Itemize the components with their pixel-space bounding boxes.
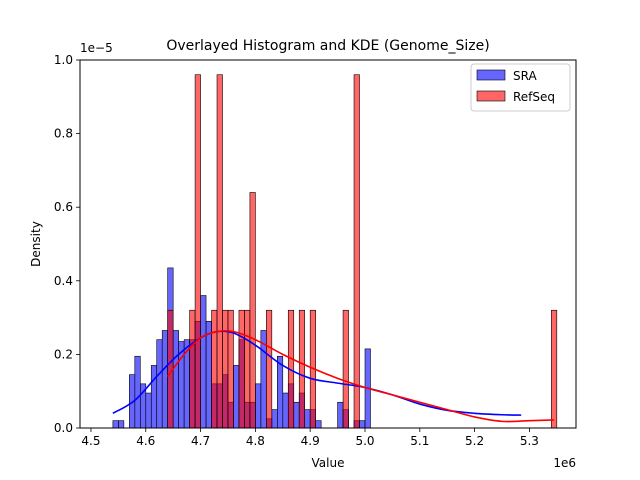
sra-bar xyxy=(150,365,158,429)
chart-title: Overlayed Histogram and KDE (Genome_Size… xyxy=(166,38,489,54)
refseq-bar xyxy=(222,309,229,429)
x-tick-label: 5.2 xyxy=(465,434,484,448)
x-tick-label: 5.3 xyxy=(520,434,539,448)
x-tick-label: 4.9 xyxy=(301,434,320,448)
y-tick-label: 1.0 xyxy=(54,53,73,67)
x-tick-label: 4.6 xyxy=(136,434,155,448)
legend-label-refseq: RefSeq xyxy=(513,90,555,104)
sra-bar xyxy=(233,365,240,429)
refseq-bar xyxy=(298,309,306,429)
refseq-bar xyxy=(211,309,218,429)
legend-swatch-sra xyxy=(476,69,506,81)
y-axis-label: Density xyxy=(29,221,43,267)
legend-swatch-refseq xyxy=(476,90,506,102)
refseq-bar xyxy=(216,74,223,429)
y-axis: 0.0 0.2 0.4 0.6 0.8 1.0 xyxy=(54,53,80,435)
refseq-bar xyxy=(266,309,273,429)
x-offset-label: 1e6 xyxy=(553,456,576,470)
refseq-bar xyxy=(238,309,245,429)
sra-bar xyxy=(156,339,163,429)
sra-bar xyxy=(337,401,344,429)
x-axis: 4.5 4.6 4.7 4.8 4.9 5.0 5.1 5.2 5.3 xyxy=(81,428,539,448)
sra-bar xyxy=(315,420,322,429)
refseq-bar xyxy=(353,74,360,429)
sra-bar xyxy=(304,409,311,429)
sra-bar xyxy=(205,320,212,429)
x-tick-label: 4.5 xyxy=(81,434,100,448)
sra-bar xyxy=(293,401,300,429)
x-axis-label: Value xyxy=(312,456,345,470)
refseq-bar xyxy=(342,309,349,429)
kde-lines xyxy=(112,329,555,423)
sra-bar xyxy=(271,409,278,429)
sra-bar xyxy=(112,420,119,429)
sra-bar xyxy=(282,392,289,429)
x-tick-label: 5.0 xyxy=(355,434,374,448)
sra-bar xyxy=(134,355,141,429)
sra-bar xyxy=(359,420,366,429)
x-tick-label: 5.1 xyxy=(410,434,429,448)
sra-bar xyxy=(161,330,168,429)
sra-bar xyxy=(172,330,179,429)
x-tick-label: 4.8 xyxy=(246,434,265,448)
legend-label-sra: SRA xyxy=(513,69,537,83)
refseq-bar xyxy=(189,309,196,429)
y-tick-label: 0.8 xyxy=(54,127,73,141)
y-tick-label: 0.4 xyxy=(54,274,73,288)
sra-bar xyxy=(145,392,152,429)
sra-bar xyxy=(277,355,284,429)
x-tick-label: 4.7 xyxy=(191,434,210,448)
refseq-bar xyxy=(194,74,201,429)
refseq-bar xyxy=(249,192,256,429)
plot-frame xyxy=(79,59,577,429)
sra-bar xyxy=(118,420,125,429)
y-offset-label: 1e−5 xyxy=(80,41,113,55)
y-tick-label: 0.6 xyxy=(54,200,73,214)
sra-bar xyxy=(200,295,207,429)
legend: SRA RefSeq xyxy=(470,63,571,112)
refseq-bar xyxy=(227,309,234,429)
y-tick-label: 0.0 xyxy=(54,421,73,435)
refseq-bar xyxy=(551,309,558,429)
refseq-kde-line xyxy=(167,329,555,423)
y-tick-label: 0.2 xyxy=(54,347,73,361)
refseq-bar xyxy=(244,309,251,429)
sra-bar xyxy=(255,383,262,429)
